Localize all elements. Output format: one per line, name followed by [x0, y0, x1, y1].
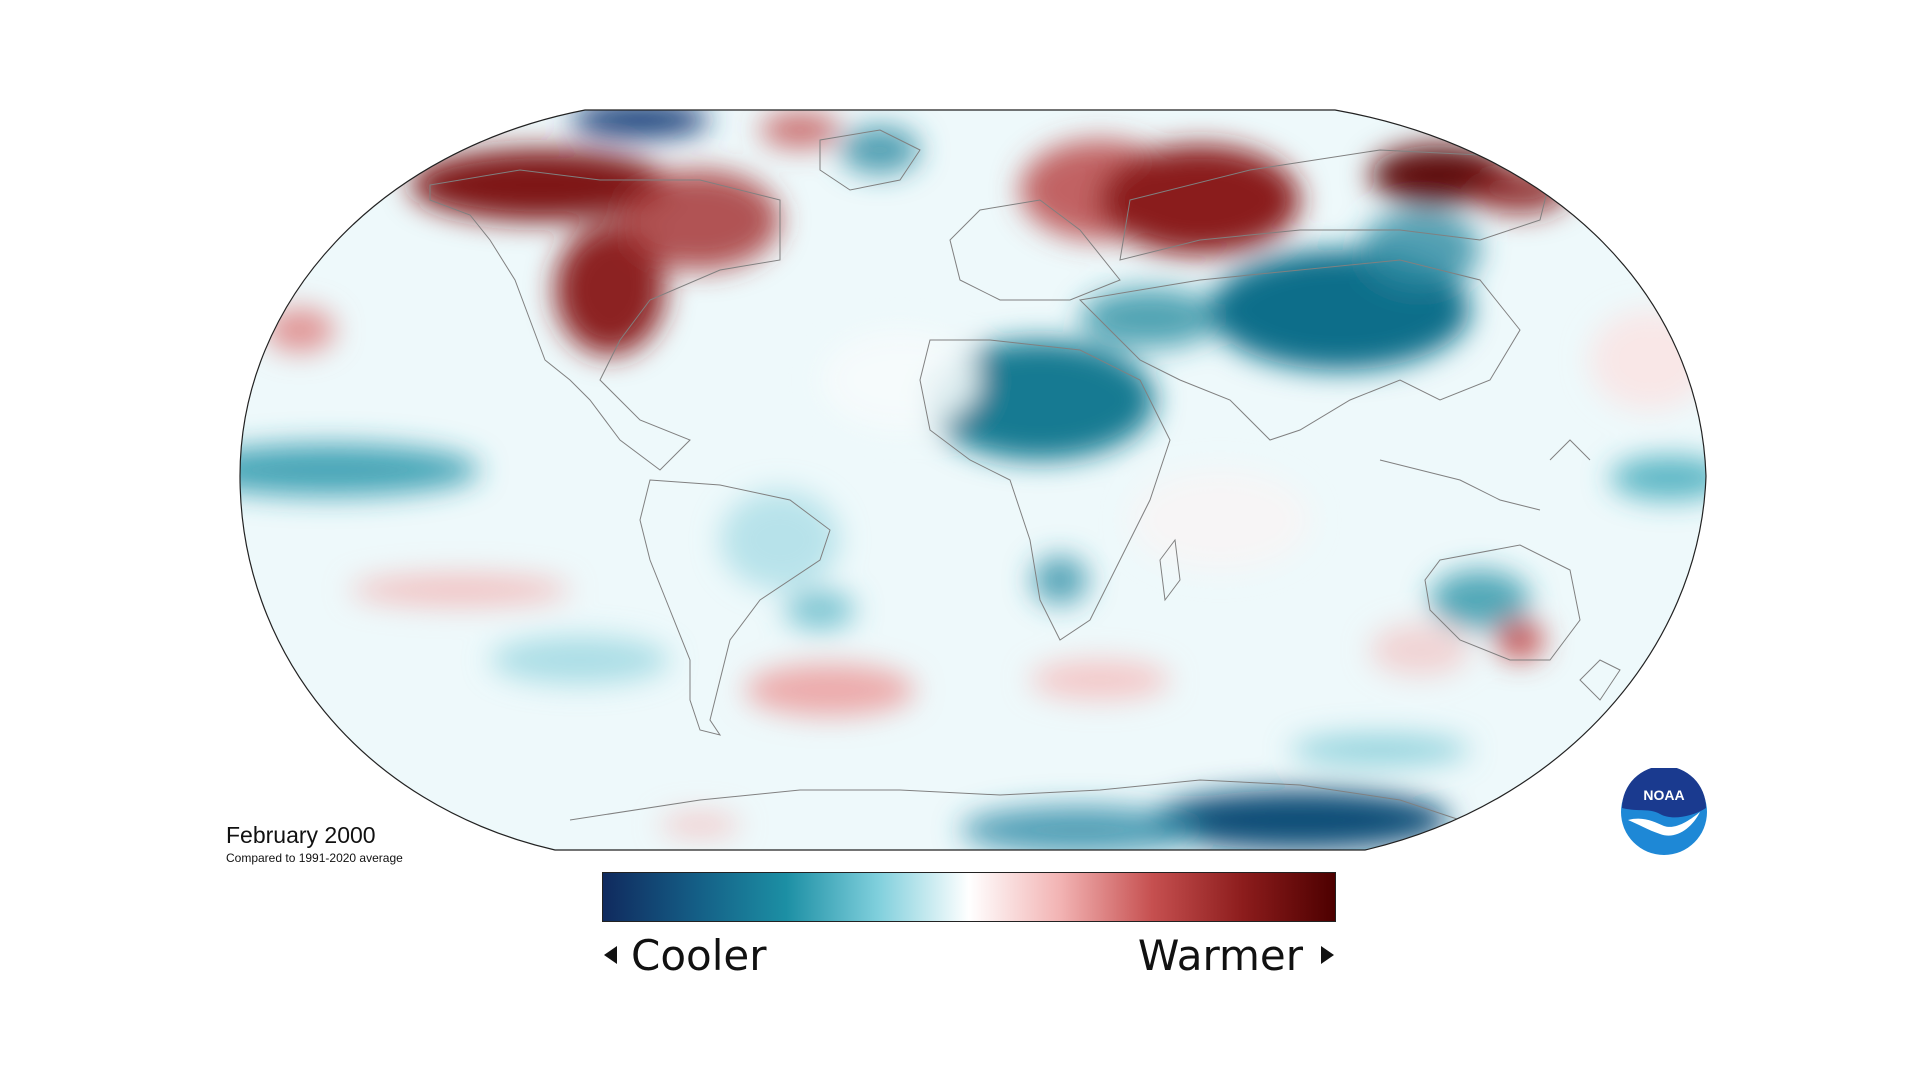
logo-upper-half	[1622, 768, 1706, 818]
map-frame	[239, 109, 1707, 851]
color-scale-bar	[602, 872, 1336, 922]
legend-labels: Cooler Warmer	[602, 928, 1336, 982]
anomaly-field	[240, 110, 1706, 850]
warmer-legend: Warmer	[1138, 928, 1334, 982]
bird-icon	[1628, 812, 1700, 836]
cooler-label: Cooler	[631, 930, 767, 980]
date-label: February 2000	[226, 822, 376, 848]
warmer-label: Warmer	[1137, 930, 1303, 980]
coastlines	[429, 129, 1621, 821]
noaa-logo: NOAA	[1621, 768, 1707, 855]
right-arrow-icon	[1321, 946, 1334, 964]
cooler-legend: Cooler	[604, 928, 767, 982]
baseline-subtitle: Compared to 1991-2020 average	[226, 851, 403, 865]
logo-text: NOAA	[1643, 787, 1684, 803]
left-arrow-icon	[604, 946, 617, 964]
